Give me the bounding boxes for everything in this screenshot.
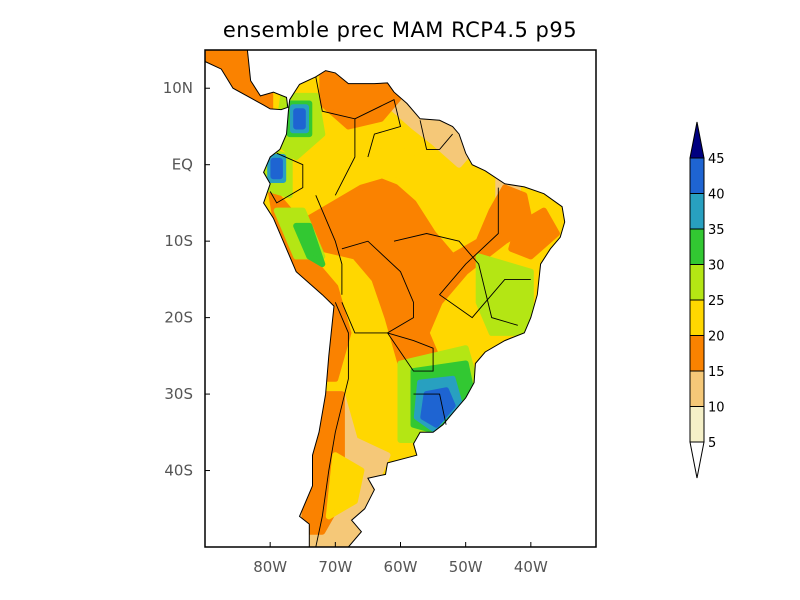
border-line [419, 120, 453, 150]
lon-tick-label: 70W [318, 558, 352, 576]
contour-green-peru [293, 222, 326, 268]
lat-tick-label: 10N [163, 79, 193, 97]
contour-yellow-patagonia-coast [325, 452, 365, 520]
border-line [269, 152, 304, 204]
coastline-path [204, 49, 566, 548]
colorbar-label: 10 [708, 401, 725, 416]
lon-tick-label: 80W [253, 558, 287, 576]
lon-tick-label: 40W [514, 558, 548, 576]
contour-yellow-north-amazon [358, 138, 437, 191]
border-line [315, 302, 349, 548]
colorbar-label: 20 [708, 330, 725, 345]
lon-tick-label: 60W [384, 558, 418, 576]
border-line [393, 233, 518, 326]
colorbar-label: 15 [708, 365, 725, 380]
coastline [204, 49, 566, 548]
colorbar-max-arrow [689, 121, 705, 159]
contour-lime-brazil-east [475, 253, 534, 336]
colorbar-label: 45 [708, 152, 725, 167]
contour-blue-ecuador [270, 157, 283, 180]
colorbar-min-arrow [689, 441, 705, 479]
colorbar-box [689, 193, 705, 230]
border-line [341, 240, 414, 334]
lat-tick-label: 30S [164, 385, 193, 403]
colorbar-box [689, 406, 705, 443]
border-line [387, 332, 434, 372]
colorbar-box [689, 370, 705, 407]
colorbar-box [689, 299, 705, 336]
colorbar-label: 5 [708, 436, 716, 451]
contour-blue-colombia [293, 108, 306, 130]
lat-tick-label: 40S [164, 462, 193, 480]
colorbar: 5 10 15 20 25 30 35 40 45 [689, 121, 725, 479]
contour-blue-south [420, 387, 456, 428]
border-line [438, 187, 531, 319]
border-line [315, 195, 343, 295]
contour-orange-central-america [205, 50, 274, 122]
colorbar-label: 25 [708, 294, 725, 309]
lat-tick-label: 10S [164, 232, 193, 250]
border-line [413, 393, 447, 425]
colorbar-label: 40 [708, 188, 725, 203]
contour-orange-ne [508, 207, 560, 260]
lon-tick-label: 50W [449, 558, 483, 576]
lat-tick-label: 20S [164, 309, 193, 327]
country-borders [269, 76, 531, 548]
colorbar-label: 30 [708, 259, 725, 274]
colorbar-box [689, 157, 705, 194]
map-title: ensemble prec MAM RCP4.5 p95 [222, 18, 578, 42]
colorbar-box [689, 335, 705, 372]
colorbar-box [689, 264, 705, 301]
axis-ticks: 80W 70W 60W 50W 40W 10N EQ 10S 20S 30S 40S [163, 79, 548, 576]
colorbar-box [689, 228, 705, 265]
border-line [354, 99, 402, 158]
colorbar-label: 35 [708, 223, 725, 238]
lat-tick-label: EQ [172, 156, 193, 174]
